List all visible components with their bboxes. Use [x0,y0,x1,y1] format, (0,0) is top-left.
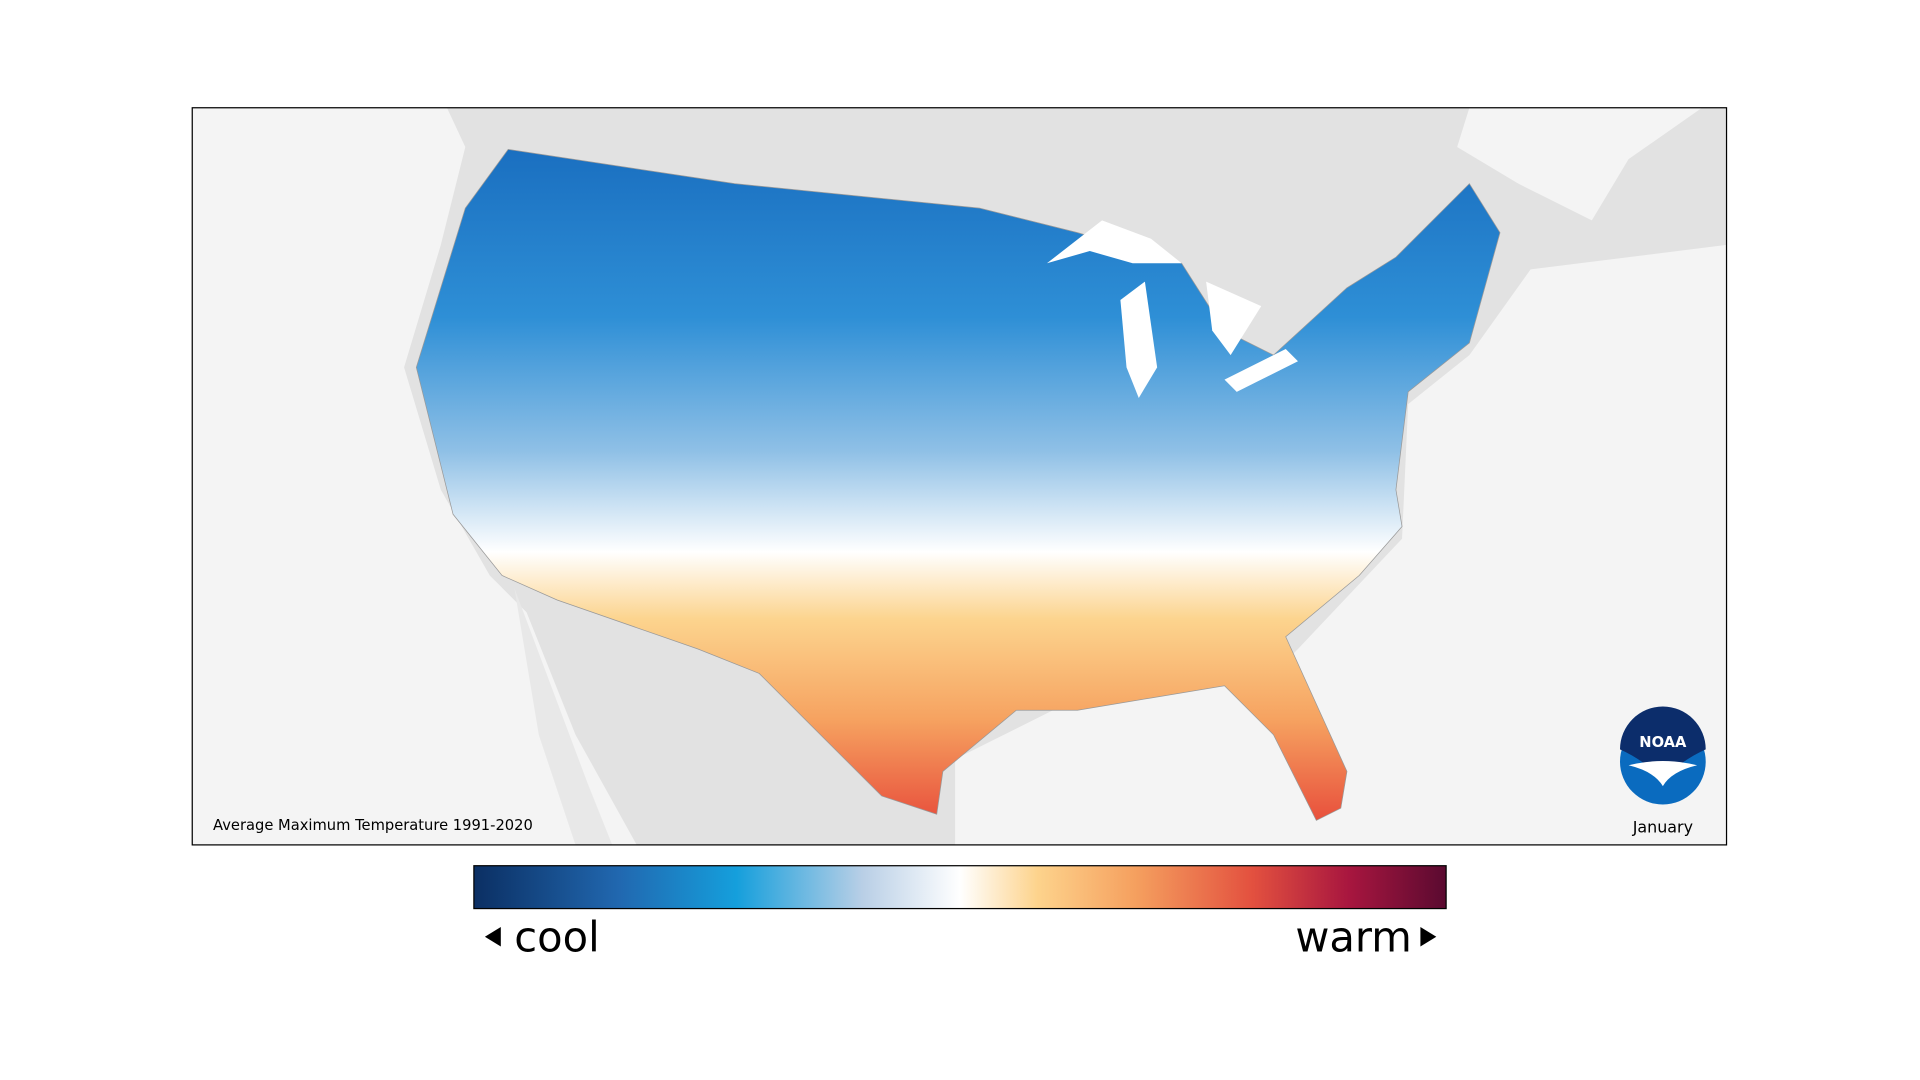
map-frame [191,107,1728,846]
month-label: January [1632,818,1693,837]
logo-text: NOAA [1639,734,1687,751]
logo-bird [1628,761,1698,787]
noaa-logo: NOAA [1620,706,1706,805]
lake-erie [1224,348,1298,392]
map-caption: Average Maximum Temperature 1991-2020 [213,817,533,834]
lake-michigan [1120,281,1158,398]
lake-superior [1046,220,1182,264]
warm-label: warm [1295,912,1411,961]
lake-huron [1206,281,1262,356]
logo-top [1620,706,1706,779]
baja [514,587,613,845]
color-scale [473,865,1447,910]
warm-arrow [1420,926,1437,947]
cool-arrow [484,926,501,947]
cool-label: cool [514,912,599,961]
